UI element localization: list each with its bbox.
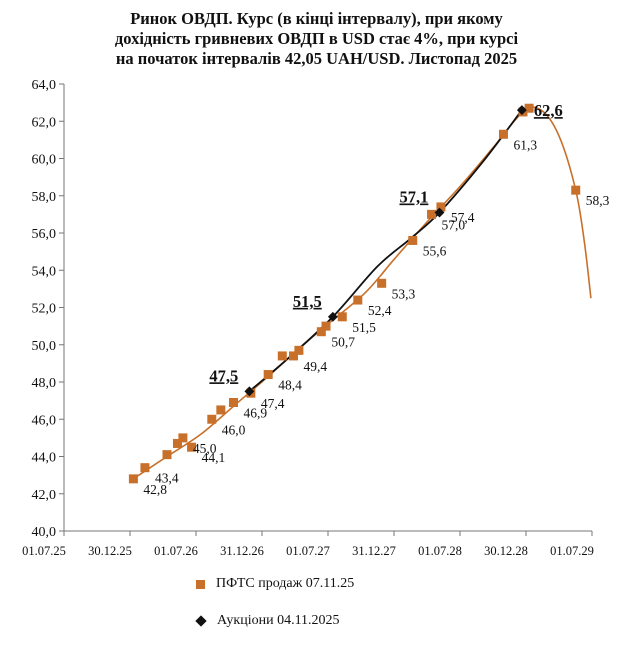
chart-title-line-2: дохідність гривневих ОВДП в USD стає 4%,… xyxy=(114,29,519,48)
auction-point-marker xyxy=(244,386,255,397)
auctions-trend-curve xyxy=(248,109,523,392)
pfts-point-label: 43,4 xyxy=(155,471,179,486)
pfts-point-label: 47,4 xyxy=(261,396,285,411)
auction-point-label: 47,5 xyxy=(209,366,238,385)
pfts-point-marker xyxy=(427,209,437,219)
y-tick-label: 50,0 xyxy=(32,339,57,354)
pfts-point-marker xyxy=(288,351,298,361)
pfts-point-label: 48,4 xyxy=(278,378,302,393)
pfts-point-marker xyxy=(277,351,287,361)
legend-diamond-marker xyxy=(195,615,207,627)
pfts-point-marker xyxy=(316,327,326,337)
pfts-point-marker xyxy=(178,433,188,443)
y-tick-label: 64,0 xyxy=(32,78,57,93)
legend-square-marker xyxy=(196,579,205,589)
pfts-point-label: 46,0 xyxy=(222,422,246,437)
pfts-point-label: 52,4 xyxy=(368,303,392,318)
auction-point-label: 51,5 xyxy=(293,292,322,311)
pfts-point-marker xyxy=(172,438,182,448)
x-tick-label: 31.12.26 xyxy=(220,544,264,558)
pfts-point-marker xyxy=(294,345,304,355)
legend-label-auctions: Аукціони 04.11.2025 xyxy=(217,613,340,628)
auction-point-marker xyxy=(327,311,338,322)
y-tick-label: 56,0 xyxy=(32,227,57,242)
legend-label-pfts: ПФТС продаж 07.11.25 xyxy=(216,576,355,591)
pfts-point-label: 53,3 xyxy=(392,286,416,301)
chart-title-line-1: Ринок ОВДП. Курс (в кінці інтервалу), пр… xyxy=(130,9,503,28)
pfts-trend-curve xyxy=(132,106,592,480)
x-tick-label: 01.07.26 xyxy=(154,544,198,558)
pfts-point-label: 45,0 xyxy=(193,441,217,456)
pfts-point-marker xyxy=(377,278,387,288)
y-tick-label: 40,0 xyxy=(32,525,57,540)
pfts-point-label: 49,4 xyxy=(303,359,327,374)
y-tick-label: 54,0 xyxy=(32,264,57,279)
legend-item-pfts: ПФТС продаж 07.11.25 xyxy=(196,576,354,592)
x-tick-label: 30.12.25 xyxy=(88,544,132,558)
pfts-point-label: 50,7 xyxy=(331,335,355,350)
y-tick-label: 58,0 xyxy=(32,190,57,205)
pfts-point-marker xyxy=(140,463,150,473)
x-tick-label: 01.07.25 xyxy=(22,544,66,558)
pfts-point-label: 55,6 xyxy=(423,243,447,258)
auction-point-marker xyxy=(516,105,527,116)
pfts-point-label: 42,8 xyxy=(143,482,167,497)
y-tick-label: 44,0 xyxy=(32,451,57,466)
auction-point-label: 62,6 xyxy=(534,101,563,120)
pfts-point-marker xyxy=(571,185,581,195)
pfts-point-marker xyxy=(436,202,446,212)
y-tick-label: 42,0 xyxy=(32,488,57,503)
pfts-point-marker xyxy=(498,129,508,139)
x-tick-label: 31.12.27 xyxy=(352,544,396,558)
y-tick-label: 46,0 xyxy=(32,413,57,428)
pfts-point-marker xyxy=(128,474,138,484)
chart-title: Ринок ОВДП. Курс (в кінці інтервалу), пр… xyxy=(0,9,633,69)
pfts-point-marker xyxy=(524,103,534,113)
pfts-point-label: 57,4 xyxy=(451,210,475,225)
pfts-point-label: 46,9 xyxy=(243,405,267,420)
pfts-point-marker xyxy=(228,397,238,407)
chart-title-line-3: на початок інтервалів 42,05 UAH/USD. Лис… xyxy=(115,49,518,68)
pfts-point-marker xyxy=(321,321,331,331)
y-tick-label: 60,0 xyxy=(32,153,57,168)
pfts-point-label: 61,3 xyxy=(513,137,537,152)
x-tick-label: 30.12.28 xyxy=(484,544,528,558)
pfts-point-label: 58,3 xyxy=(586,193,610,208)
pfts-point-marker xyxy=(216,405,226,415)
pfts-point-label: 44,1 xyxy=(202,450,226,465)
y-tick-label: 48,0 xyxy=(32,376,57,391)
pfts-point-marker xyxy=(207,414,217,424)
pfts-point-marker xyxy=(162,450,172,460)
pfts-point-marker xyxy=(353,295,363,305)
auction-point-label: 57,1 xyxy=(399,188,428,207)
x-tick-label: 01.07.28 xyxy=(418,544,462,558)
pfts-point-label: 51,5 xyxy=(352,320,376,335)
pfts-point-marker xyxy=(408,235,418,245)
pfts-point-marker xyxy=(337,312,347,322)
legend-item-auctions: Аукціони 04.11.2025 xyxy=(195,613,340,629)
pfts-point-label: 57,0 xyxy=(442,217,466,232)
x-tick-label: 01.07.29 xyxy=(550,544,594,558)
y-tick-label: 62,0 xyxy=(32,115,57,130)
auction-point-marker xyxy=(434,207,445,218)
pfts-point-marker xyxy=(187,442,197,452)
x-tick-label: 01.07.27 xyxy=(286,544,330,558)
y-tick-label: 52,0 xyxy=(32,302,57,317)
pfts-point-marker xyxy=(263,370,273,380)
